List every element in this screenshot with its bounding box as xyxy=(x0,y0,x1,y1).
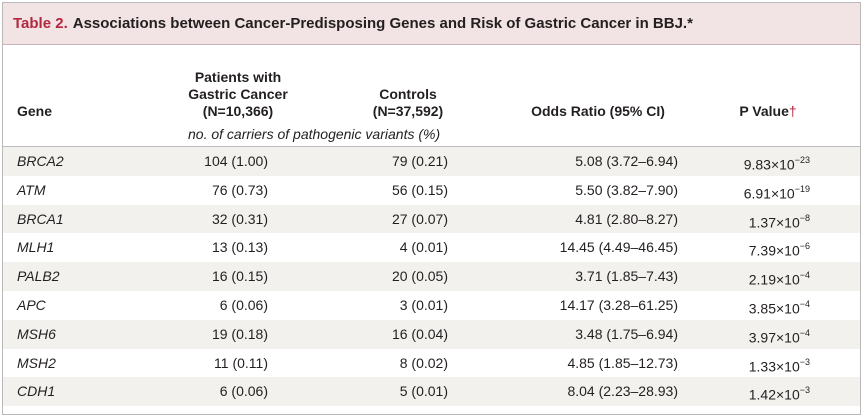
gene-cell: BRCA2 xyxy=(17,153,64,169)
patients-cell: 16 (0.15) xyxy=(211,268,268,285)
p-value-cell: 2.19×10−4 xyxy=(748,270,810,288)
p-value-cell: 1.37×10−8 xyxy=(748,212,810,231)
odds-ratio-cell: 3.48 (1.75–6.94) xyxy=(575,325,678,342)
p-value-cell: 3.85×10−4 xyxy=(748,298,810,317)
table-label: Table 2. xyxy=(13,15,68,32)
controls-cell: 56 (0.15) xyxy=(391,181,448,198)
gene-cell: MLH1 xyxy=(17,239,55,256)
gene-cell: BRCA1 xyxy=(17,210,64,227)
table-row: BRCA1 32 (0.31) 27 (0.07) 4.81 (2.80–8.27) 1… xyxy=(3,204,860,234)
patients-cell: 19 (0.18) xyxy=(211,325,268,342)
gene-cell: PALB2 xyxy=(17,268,60,285)
column-header-odds-ratio: Odds Ratio (95% CI) xyxy=(531,103,665,119)
controls-cell: 5 (0.01) xyxy=(399,383,448,400)
patients-cell: 104 (1.00) xyxy=(204,153,268,169)
units-note: no. of carriers of pathogenic variants (… xyxy=(3,122,860,147)
gene-cell: MSH2 xyxy=(17,354,56,371)
odds-ratio-cell: 4.81 (2.80–8.27) xyxy=(575,210,678,227)
table-row: PALB2 16 (0.15) 20 (0.05) 3.71 (1.85–7.43) 2… xyxy=(3,262,860,291)
p-value-cell: 1.42×10−3 xyxy=(748,385,810,404)
patients-cell: 76 (0.73) xyxy=(211,181,268,198)
table-title-bar: Table 2. Associations between Cancer-Pre… xyxy=(3,3,860,45)
table-row: MLH1 13 (0.13) 4 (0.01) 14.45 (4.49–46.45) 7… xyxy=(3,233,860,262)
table-header: Gene Patients with Gastric Cancer (N=10,… xyxy=(3,45,860,122)
gene-cell: APC xyxy=(17,296,46,313)
gene-cell: MSH6 xyxy=(17,325,56,342)
odds-ratio-cell: 4.85 (1.85–12.73) xyxy=(567,354,678,371)
odds-ratio-cell: 8.04 (2.23–28.93) xyxy=(567,383,678,400)
patients-cell: 6 (0.06) xyxy=(219,296,268,313)
patients-cell: 13 (0.13) xyxy=(211,239,268,256)
controls-cell: 16 (0.04) xyxy=(391,325,448,342)
table-title: Associations between Cancer-Predisposing… xyxy=(72,15,693,32)
gene-cell: CDH1 xyxy=(17,383,56,400)
p-value-cell: 9.83×10−23 xyxy=(743,155,810,173)
controls-cell: 3 (0.01) xyxy=(399,296,448,313)
table-body: BRCA2 104 (1.00) 79 (0.21) 5.08 (3.72–6.94)… xyxy=(3,147,860,407)
column-header-p-value: P Value† xyxy=(739,103,797,119)
table-row: MSH6 19 (0.18) 16 (0.04) 3.48 (1.75–6.94) 3.… xyxy=(3,319,860,349)
controls-cell: 4 (0.01) xyxy=(399,239,448,256)
patients-cell: 6 (0.06) xyxy=(219,383,268,400)
controls-cell: 8 (0.02) xyxy=(399,354,448,371)
column-header-patients: Patients with Gastric Cancer (N=10,366) xyxy=(188,69,288,119)
odds-ratio-cell: 3.71 (1.85–7.43) xyxy=(575,268,678,285)
controls-cell: 79 (0.21) xyxy=(391,153,448,169)
table-row: ATM 76 (0.73) 56 (0.15) 5.50 (3.82–7.90) 6.9… xyxy=(3,176,860,205)
controls-cell: 20 (0.05) xyxy=(391,268,448,285)
table-row: CDH1 6 (0.06) 5 (0.01) 8.04 (2.23–28.93) 1.4… xyxy=(3,377,860,407)
controls-cell: 27 (0.07) xyxy=(391,210,448,227)
footnote-dagger: † xyxy=(788,103,797,119)
patients-cell: 32 (0.31) xyxy=(211,210,268,227)
patients-cell: 11 (0.11) xyxy=(214,354,268,371)
column-header-controls: Controls (N=37,592) xyxy=(372,86,444,119)
table-row: MSH2 11 (0.11) 8 (0.02) 4.85 (1.85–12.73) 1.… xyxy=(3,349,860,378)
table-row: BRCA2 104 (1.00) 79 (0.21) 5.08 (3.72–6.94)… xyxy=(3,147,860,176)
odds-ratio-cell: 5.08 (3.72–6.94) xyxy=(575,153,678,169)
p-value-cell: 6.91×10−19 xyxy=(743,183,810,202)
p-value-cell: 1.33×10−3 xyxy=(748,356,810,375)
column-header-gene: Gene xyxy=(17,103,53,119)
table-row: APC 6 (0.06) 3 (0.01) 14.17 (3.28–61.25) 3.8… xyxy=(3,291,860,320)
odds-ratio-cell: 14.17 (3.28–61.25) xyxy=(559,296,678,313)
p-value-cell: 7.39×10−6 xyxy=(748,241,810,260)
odds-ratio-cell: 14.45 (4.49–46.45) xyxy=(559,239,678,256)
gene-cell: ATM xyxy=(17,181,46,198)
odds-ratio-cell: 5.50 (3.82–7.90) xyxy=(575,181,678,198)
p-value-cell: 3.97×10−4 xyxy=(748,327,810,346)
